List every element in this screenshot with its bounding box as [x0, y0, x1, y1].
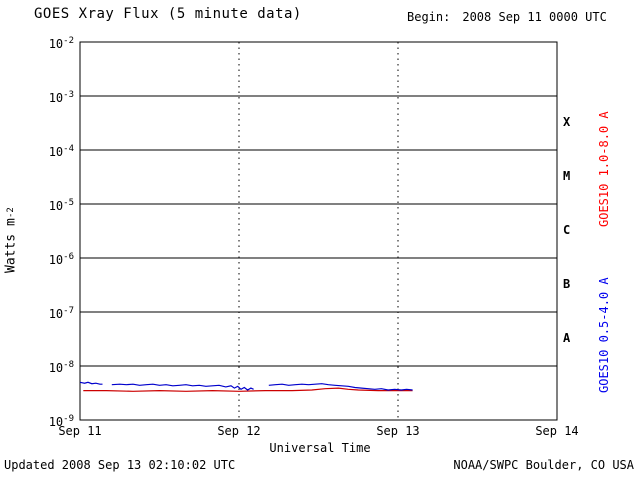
series-trace-1	[268, 383, 413, 391]
right-axis-label-goes10-long-channel: GOES10 1.0-8.0 A	[597, 111, 611, 227]
series-trace-1	[111, 383, 254, 391]
begin-label: Begin:	[407, 10, 451, 24]
plot-border	[79, 41, 558, 421]
right-axis-label-goes10-short-channel: GOES10 0.5-4.0 A	[597, 277, 611, 393]
footer-updated-timestamp: Updated 2008 Sep 13 02:10:02 UTC	[4, 458, 236, 472]
series-trace-0	[83, 387, 413, 392]
begin-time: Begin: 2008 Sep 11 0000 UTC	[407, 10, 607, 24]
series-trace-1	[79, 381, 103, 385]
footer-source-credit: NOAA/SWPC Boulder, CO USA	[453, 458, 634, 472]
x-axis-label: Universal Time	[269, 441, 371, 455]
page-title: GOES Xray Flux (5 minute data)	[34, 6, 302, 22]
begin-value: 2008 Sep 11 0000 UTC	[462, 10, 607, 24]
y-axis-label: Watts m -2	[3, 207, 19, 273]
